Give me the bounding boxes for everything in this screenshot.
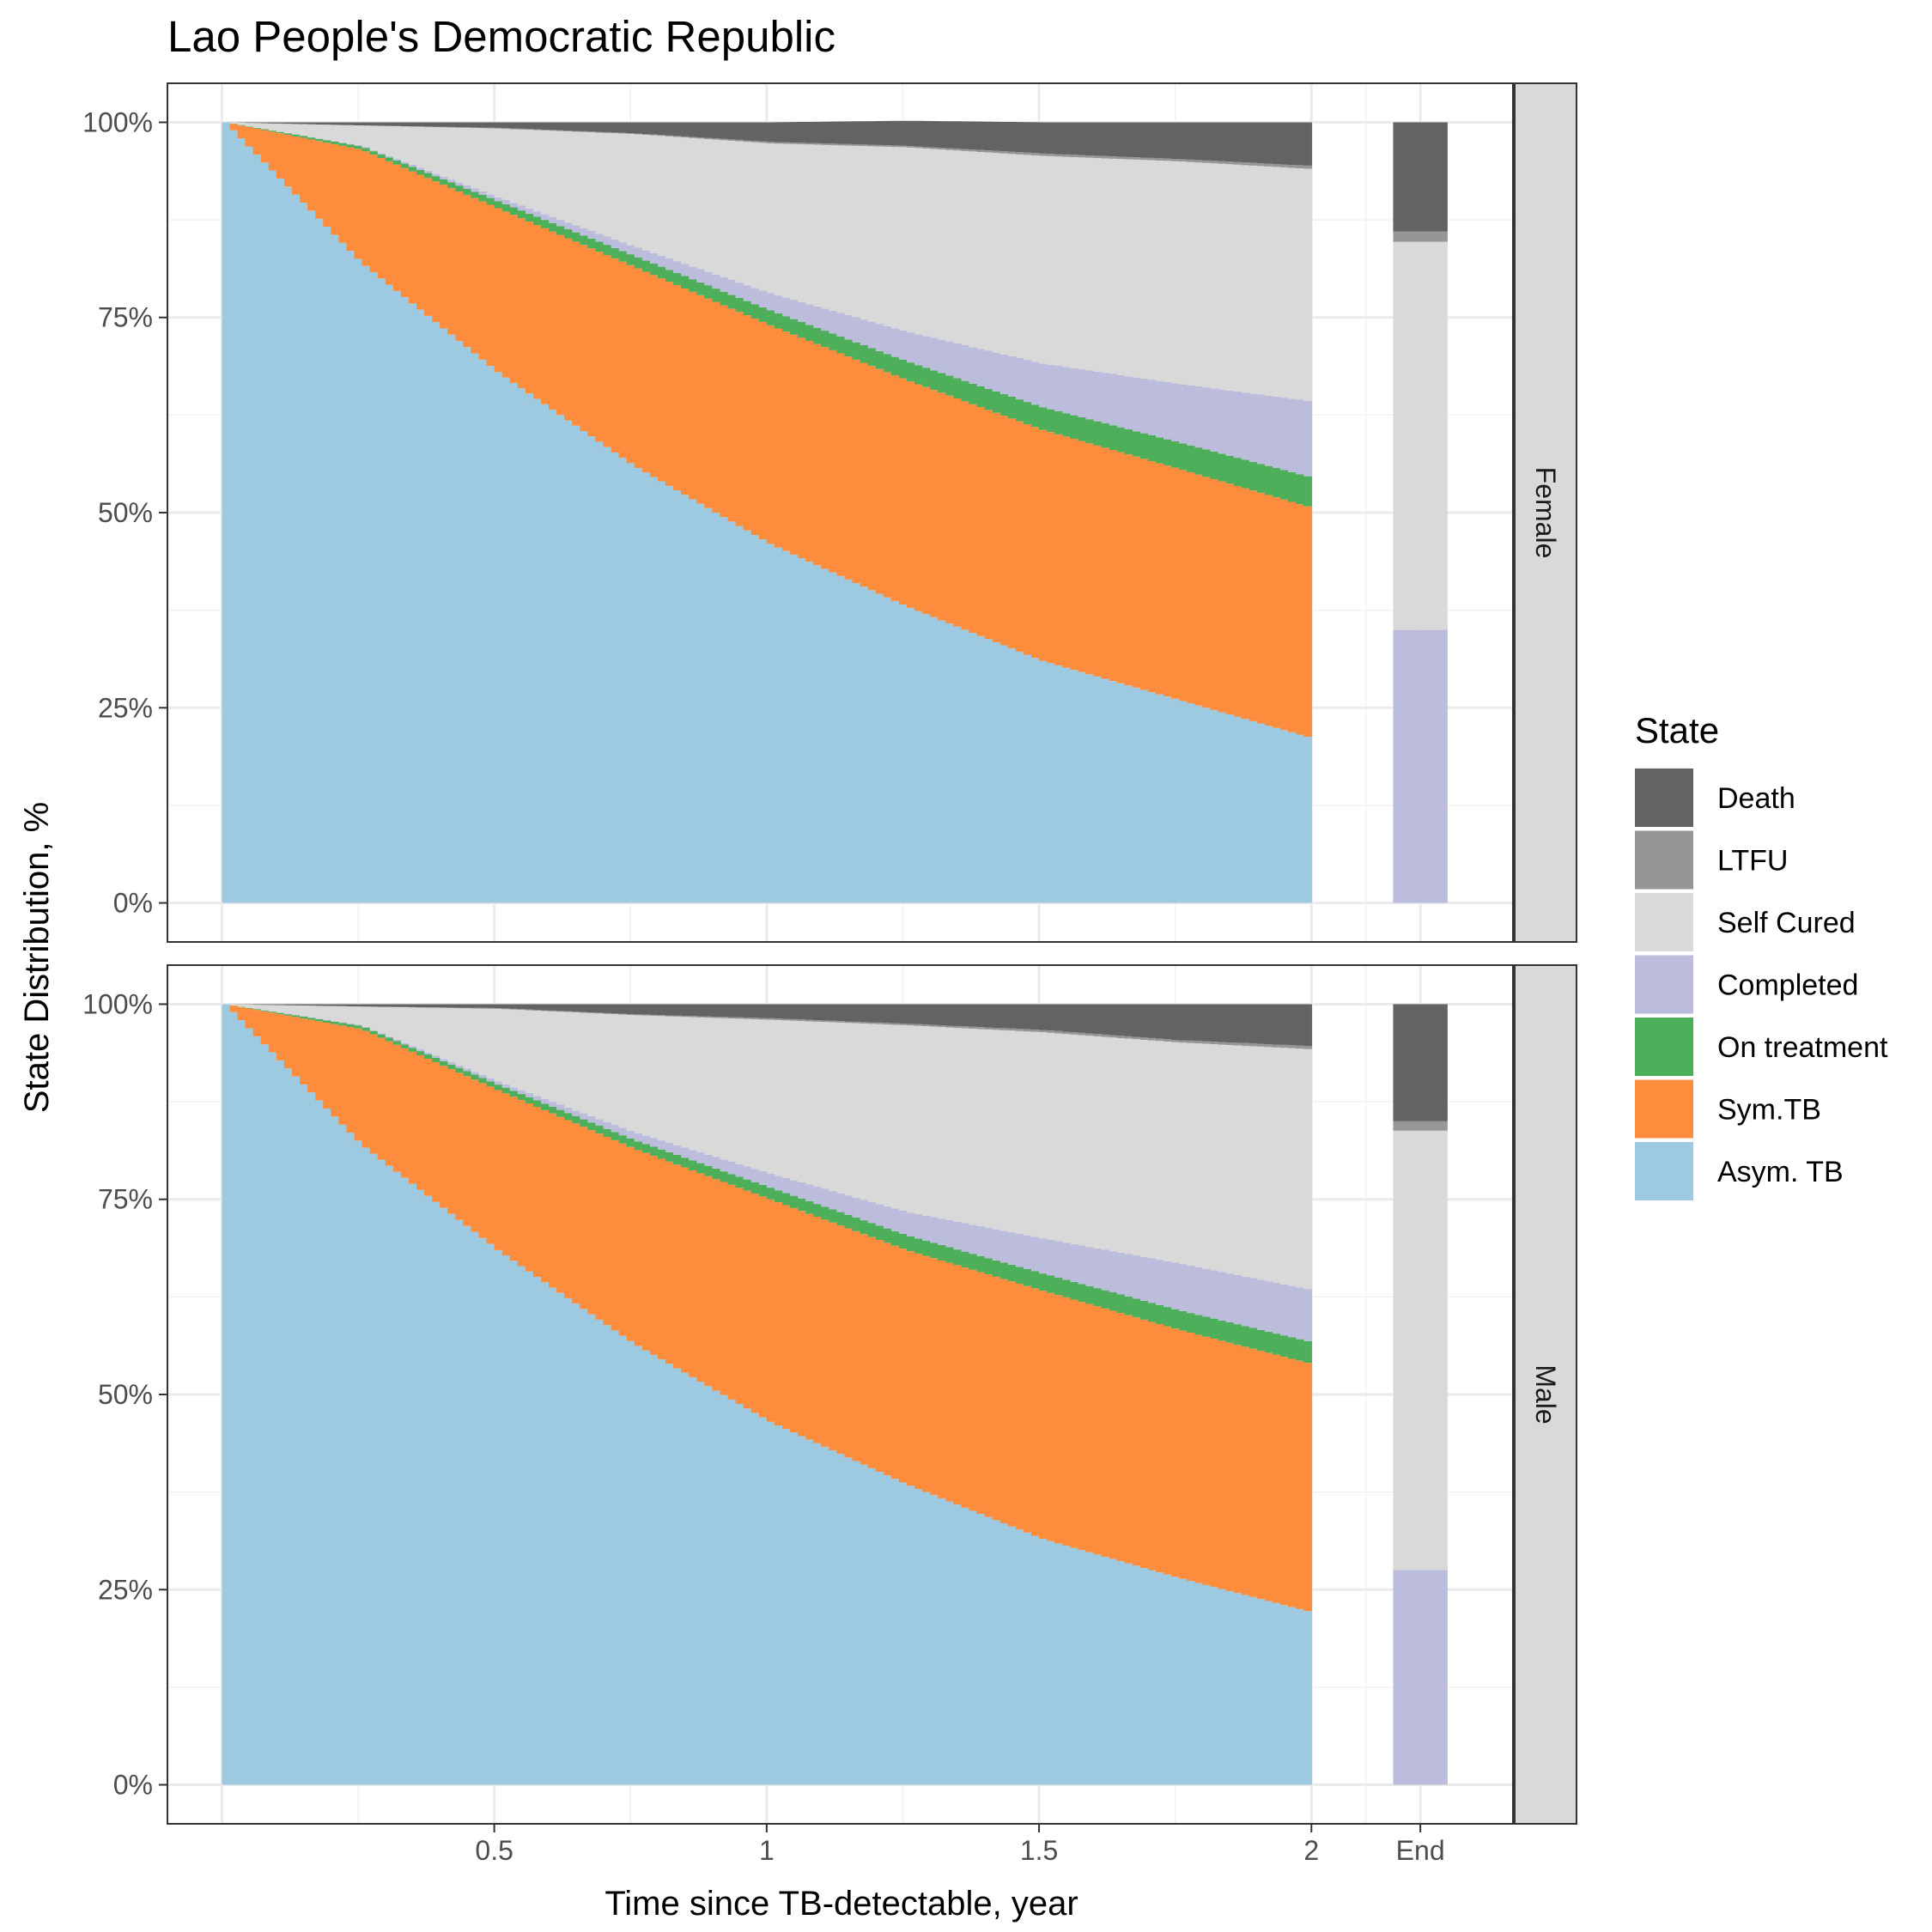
y-tick-label: 75%	[98, 302, 153, 333]
chart-title: Lao People's Democratic Republic	[167, 12, 835, 61]
x-tick-label: 2	[1303, 1835, 1319, 1866]
y-axis-title: State Distribution, %	[18, 802, 56, 1113]
legend-label: Sym.TB	[1717, 1094, 1821, 1127]
end-bar	[1393, 1004, 1448, 1785]
series-on-treatment	[229, 124, 1312, 507]
end-segment-self-cured	[1393, 1130, 1448, 1571]
end-bar	[1393, 122, 1448, 903]
legend-item-completed: Completed	[1635, 955, 1858, 1014]
legend-item-death: Death	[1635, 769, 1795, 827]
stacked-bars	[222, 1004, 1312, 1785]
area-death	[229, 120, 1312, 166]
strip-female	[1514, 82, 1577, 943]
strip-label: Female	[1530, 467, 1561, 559]
area-completed	[229, 124, 1312, 477]
x-tick-label: 1	[759, 1835, 775, 1866]
area-on-treatment	[229, 124, 1312, 507]
legend-key	[1635, 955, 1693, 1014]
series-sym-tb	[229, 1005, 1312, 1612]
end-segment-death	[1393, 122, 1448, 232]
legend-key	[1635, 1018, 1693, 1076]
series-completed	[229, 124, 1312, 477]
y-tick-label: 50%	[98, 1379, 153, 1410]
y-tick-label: 50%	[98, 497, 153, 528]
x-axis-title: Time since TB-detectable, year	[605, 1885, 1078, 1923]
x-tick-label: End	[1396, 1835, 1445, 1866]
series-asym-tb	[222, 1004, 1312, 1785]
x-tick-label: 1.5	[1020, 1835, 1058, 1866]
legend-label: On treatment	[1717, 1031, 1888, 1064]
series-self-cured	[229, 122, 1312, 401]
legend-label: Asym. TB	[1717, 1156, 1844, 1188]
legend-title: State	[1635, 710, 1719, 750]
series-completed	[229, 1005, 1312, 1341]
series-on-treatment	[229, 1005, 1312, 1364]
strip-male	[1514, 964, 1577, 1825]
series-death	[229, 1004, 1312, 1047]
y-tick-label: 0%	[113, 888, 153, 919]
area-asym-tb	[222, 1004, 1312, 1785]
legend-key	[1635, 1079, 1693, 1139]
panels: Female 0% 25% 50% 75% 100% Male 0% 25% 50% 75% 100%…	[82, 82, 1577, 1866]
stacked-bars	[222, 120, 1312, 903]
legend-label: Death	[1717, 782, 1795, 815]
series-self-cured	[229, 1004, 1312, 1290]
legend-label: LTFU	[1717, 845, 1788, 878]
y-tick-label: 25%	[98, 1574, 153, 1605]
end-segment-ltfu	[1393, 231, 1448, 242]
y-tick-label: 25%	[98, 692, 153, 723]
area-sym-tb	[229, 124, 1312, 738]
area-completed	[229, 1005, 1312, 1341]
end-segment-completed	[1393, 629, 1448, 903]
area-self-cured	[229, 122, 1312, 401]
series-asym-tb	[222, 122, 1312, 903]
panel-male: Male 0% 25% 50% 75% 100% 0.5 1 1.5 2 End	[82, 964, 1577, 1866]
end-segment-death	[1393, 1004, 1448, 1121]
series-sym-tb	[229, 124, 1312, 738]
y-tick-label: 75%	[98, 1184, 153, 1215]
y-tick-label: 0%	[113, 1770, 153, 1801]
legend-label: Completed	[1717, 969, 1858, 1002]
end-segment-ltfu	[1393, 1121, 1448, 1131]
legend-item-asym-tb: Asym. TB	[1635, 1142, 1844, 1200]
legend-key	[1635, 830, 1693, 890]
legend-item-ltfu: LTFU	[1635, 830, 1788, 890]
legend-item-on-treatment: On treatment	[1635, 1018, 1888, 1076]
y-tick-label: 100%	[82, 106, 153, 137]
end-segment-completed	[1393, 1570, 1448, 1785]
area-on-treatment	[229, 1005, 1312, 1364]
x-tick-label: 0.5	[475, 1835, 513, 1866]
y-tick-label: 100%	[82, 988, 153, 1019]
area-death	[229, 1004, 1312, 1047]
strip-label: Male	[1530, 1364, 1561, 1424]
legend: State Death LTFU Self Cured Completed On tre…	[1635, 710, 1888, 1200]
legend-item-self-cured: Self Cured	[1635, 893, 1856, 951]
area-sym-tb	[229, 1005, 1312, 1612]
area-self-cured	[229, 1004, 1312, 1290]
legend-item-sym-tb: Sym.TB	[1635, 1079, 1821, 1139]
end-segment-self-cured	[1393, 241, 1448, 630]
series-death	[229, 120, 1312, 166]
legend-key	[1635, 1142, 1693, 1200]
area-asym-tb	[222, 122, 1312, 903]
legend-key	[1635, 893, 1693, 951]
legend-label: Self Cured	[1717, 907, 1856, 939]
panel-female: Female 0% 25% 50% 75% 100%	[82, 82, 1577, 943]
legend-key	[1635, 769, 1693, 827]
